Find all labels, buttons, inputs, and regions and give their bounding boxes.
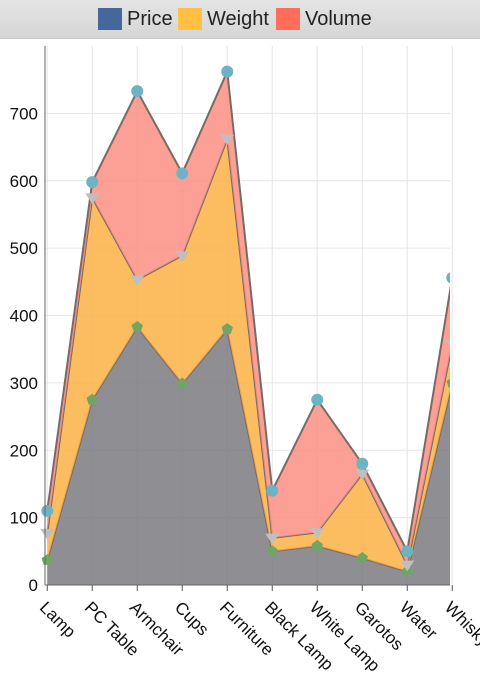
legend-label-volume: Volume — [305, 8, 372, 30]
chart-markers — [40, 65, 450, 577]
point-volume — [221, 65, 234, 78]
legend-swatch-weight — [178, 8, 202, 30]
legend-swatch-price — [98, 8, 122, 30]
point-volume — [41, 504, 54, 517]
point-price — [176, 377, 188, 389]
point-volume — [86, 176, 99, 189]
x-tick-label: Whisky — [441, 598, 480, 651]
y-tick-label: 700 — [10, 104, 38, 123]
legend-item-price[interactable]: Price — [98, 7, 173, 31]
point-price — [221, 322, 233, 334]
y-tick-label: 200 — [10, 441, 38, 460]
point-weight — [220, 134, 235, 146]
legend-swatch-volume — [276, 8, 300, 30]
point-weight — [40, 528, 55, 540]
point-price — [86, 393, 98, 405]
point-volume — [131, 85, 144, 98]
y-tick-label: 500 — [10, 239, 38, 258]
point-weight — [355, 469, 370, 481]
point-price — [41, 554, 53, 565]
point-volume — [446, 272, 450, 284]
point-weight — [445, 339, 450, 347]
point-weight — [85, 193, 100, 204]
line-volume — [46, 67, 450, 555]
x-tick-label: Cups — [171, 598, 212, 639]
y-tick-label: 300 — [10, 374, 38, 393]
point-price — [446, 378, 450, 388]
point-weight — [175, 251, 190, 262]
x-tick-label: Lamp — [36, 598, 80, 642]
stacked-area-chart: 0 100 200 300 400 500 600 700 Lamp PC TableArmch… — [10, 46, 480, 676]
chart-axes — [44, 46, 453, 591]
point-price — [356, 552, 368, 563]
y-axis-labels: 0 100 200 300 400 500 600 700 — [10, 104, 38, 595]
point-volume — [266, 484, 279, 497]
chart-areas — [46, 67, 450, 585]
area-price — [47, 326, 450, 585]
point-price — [131, 320, 143, 332]
area-volume — [47, 71, 450, 565]
point-volume — [311, 393, 324, 406]
point-weight — [310, 528, 325, 539]
y-tick-label: 600 — [10, 172, 38, 191]
point-volume — [401, 545, 414, 558]
area-weight — [47, 138, 450, 572]
point-weight — [265, 533, 280, 545]
point-weight — [400, 560, 415, 572]
y-tick-label: 0 — [29, 576, 38, 595]
legend-label-price: Price — [127, 8, 173, 30]
y-tick-label: 100 — [10, 509, 38, 528]
legend: Price Weight Volume — [0, 0, 480, 39]
point-weight — [130, 275, 145, 287]
legend-item-volume[interactable]: Volume — [276, 7, 372, 31]
y-tick-label: 400 — [10, 307, 38, 326]
point-volume — [356, 457, 369, 470]
point-volume — [176, 167, 189, 180]
point-price — [311, 539, 323, 551]
legend-item-weight[interactable]: Weight — [178, 7, 269, 31]
point-price — [266, 545, 278, 557]
legend-label-weight: Weight — [207, 8, 269, 30]
